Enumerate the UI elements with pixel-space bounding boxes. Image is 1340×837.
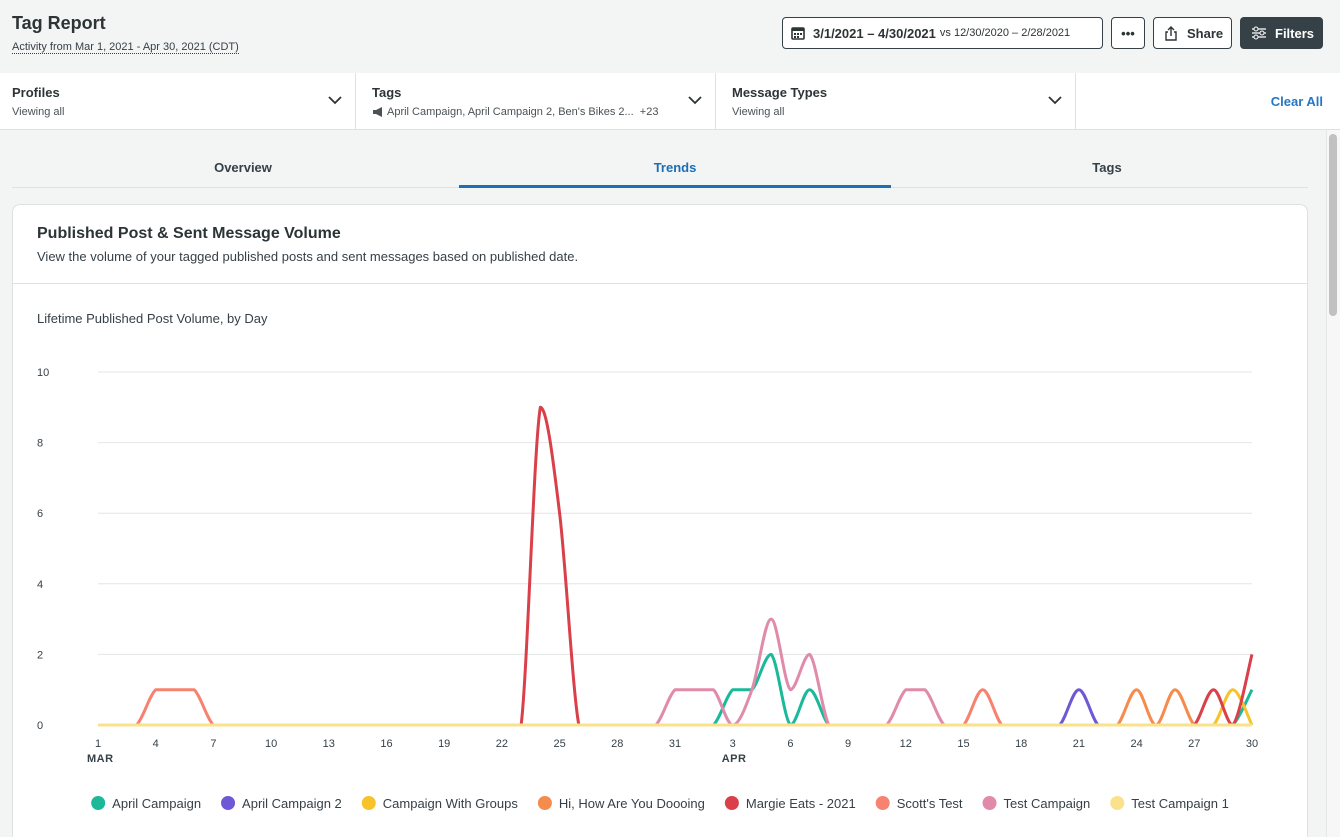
tags-filter[interactable]: Tags April Campaign, April Campaign 2, B… (356, 73, 716, 130)
clear-all-link[interactable]: Clear All (1270, 94, 1323, 109)
share-icon (1165, 25, 1177, 41)
tab[interactable]: Trends (653, 160, 697, 175)
tab[interactable]: Overview (214, 160, 272, 175)
x-tick-label: 30 (1246, 738, 1258, 750)
legend-swatch (875, 796, 890, 810)
x-tick-label: 1 (95, 738, 101, 750)
filter-label: Tags (372, 85, 402, 100)
x-tick-label: 21 (1073, 738, 1085, 750)
x-tick-label: 18 (1015, 738, 1027, 750)
filters-icon (1252, 26, 1266, 40)
x-month-label: APR (722, 753, 747, 765)
comparison-range: vs 12/30/2020 – 2/28/2021 (939, 27, 1071, 39)
series-line (97, 688, 1252, 727)
card-description: View the volume of your tagged published… (37, 249, 579, 264)
legend-label: Test Campaign (1004, 796, 1091, 811)
x-tick-label: 13 (323, 738, 335, 750)
x-tick-label: 28 (611, 738, 623, 750)
x-tick-label: 16 (380, 738, 392, 750)
series-line (97, 617, 1252, 727)
card-divider (13, 283, 1307, 284)
scrollbar-thumb[interactable] (1329, 134, 1337, 316)
megaphone-icon (373, 107, 382, 117)
series-line (97, 688, 1254, 727)
y-tick-label: 8 (37, 438, 43, 450)
message-types-filter[interactable]: Message Types Viewing all (716, 73, 1076, 130)
x-tick-label: 6 (787, 738, 793, 750)
filter-label: Profiles (12, 85, 60, 100)
legend-swatch (982, 796, 997, 810)
legend-swatch (91, 796, 106, 810)
legend-label: Margie Eats - 2021 (746, 796, 856, 811)
y-tick-label: 0 (37, 720, 43, 732)
more-label: ••• (1121, 25, 1135, 41)
page-subtitle[interactable]: Activity from Mar 1, 2021 - Apr 30, 2021… (12, 41, 239, 54)
filters-button[interactable]: Filters (1240, 17, 1323, 49)
x-tick-label: 31 (669, 738, 681, 750)
legend-label: Scott's Test (897, 796, 963, 811)
x-tick-label: 9 (845, 738, 851, 750)
page-title: Tag Report (12, 13, 106, 33)
tab[interactable]: Tags (1092, 160, 1122, 175)
y-tick-label: 6 (37, 508, 43, 520)
x-tick-label: 4 (153, 738, 159, 750)
x-tick-label: 7 (210, 738, 216, 750)
legend-label: Test Campaign 1 (1131, 796, 1229, 811)
x-tick-label: 12 (900, 738, 912, 750)
filter-value: Viewing all (732, 106, 785, 118)
legend-label: Hi, How Are You Doooing (559, 796, 705, 811)
series-line (97, 405, 1254, 727)
card: Published Post & Sent Message Volume Vie… (12, 204, 1308, 837)
x-tick-label: 19 (438, 738, 450, 750)
x-month-label: MAR (87, 753, 114, 765)
filters-label: Filters (1275, 25, 1315, 41)
x-tick-label: 25 (553, 738, 565, 750)
x-tick-label: 27 (1188, 738, 1200, 750)
x-tick-label: 15 (957, 738, 969, 750)
legend-label: Campaign With Groups (383, 796, 519, 811)
share-label: Share (1187, 25, 1224, 41)
legend-label: April Campaign (112, 796, 201, 811)
legend-swatch (724, 796, 739, 810)
filter-label: Message Types (732, 85, 828, 100)
series-line (97, 688, 1252, 727)
chart-title: Lifetime Published Post Volume, by Day (37, 311, 268, 326)
chevron (328, 96, 342, 105)
legend-swatch (361, 796, 376, 810)
legend-swatch (1110, 796, 1125, 810)
card-title: Published Post & Sent Message Volume (37, 225, 341, 242)
series-line (97, 688, 1252, 727)
profiles-filter[interactable]: Profiles Viewing all (0, 73, 356, 130)
x-tick-label: 22 (496, 738, 508, 750)
chevron (1048, 96, 1062, 105)
y-tick-label: 10 (37, 367, 49, 379)
more-button[interactable]: ••• (1111, 17, 1145, 49)
filter-bar-end: Clear All (1076, 73, 1340, 130)
share-button[interactable]: Share (1153, 17, 1232, 49)
scrollbar (1326, 130, 1340, 837)
y-tick-label: 2 (37, 649, 43, 661)
filter-value: Viewing all (12, 106, 65, 118)
legend-label: April Campaign 2 (242, 796, 342, 811)
filter-value: April Campaign, April Campaign 2, Ben's … (387, 106, 659, 118)
active-tab-indicator (459, 185, 891, 188)
date-range-button[interactable]: 3/1/2021 – 4/30/2021 vs 12/30/2020 – 2/2… (782, 17, 1103, 49)
x-tick-label: 3 (730, 738, 736, 750)
legend-swatch (221, 796, 236, 810)
y-tick-label: 4 (37, 579, 43, 591)
x-tick-label: 10 (265, 738, 277, 750)
x-tick-label: 24 (1130, 738, 1142, 750)
date-range: 3/1/2021 – 4/30/2021 (813, 25, 936, 41)
legend-swatch (537, 796, 552, 810)
chevron (688, 96, 702, 105)
calendar-icon (791, 27, 805, 40)
